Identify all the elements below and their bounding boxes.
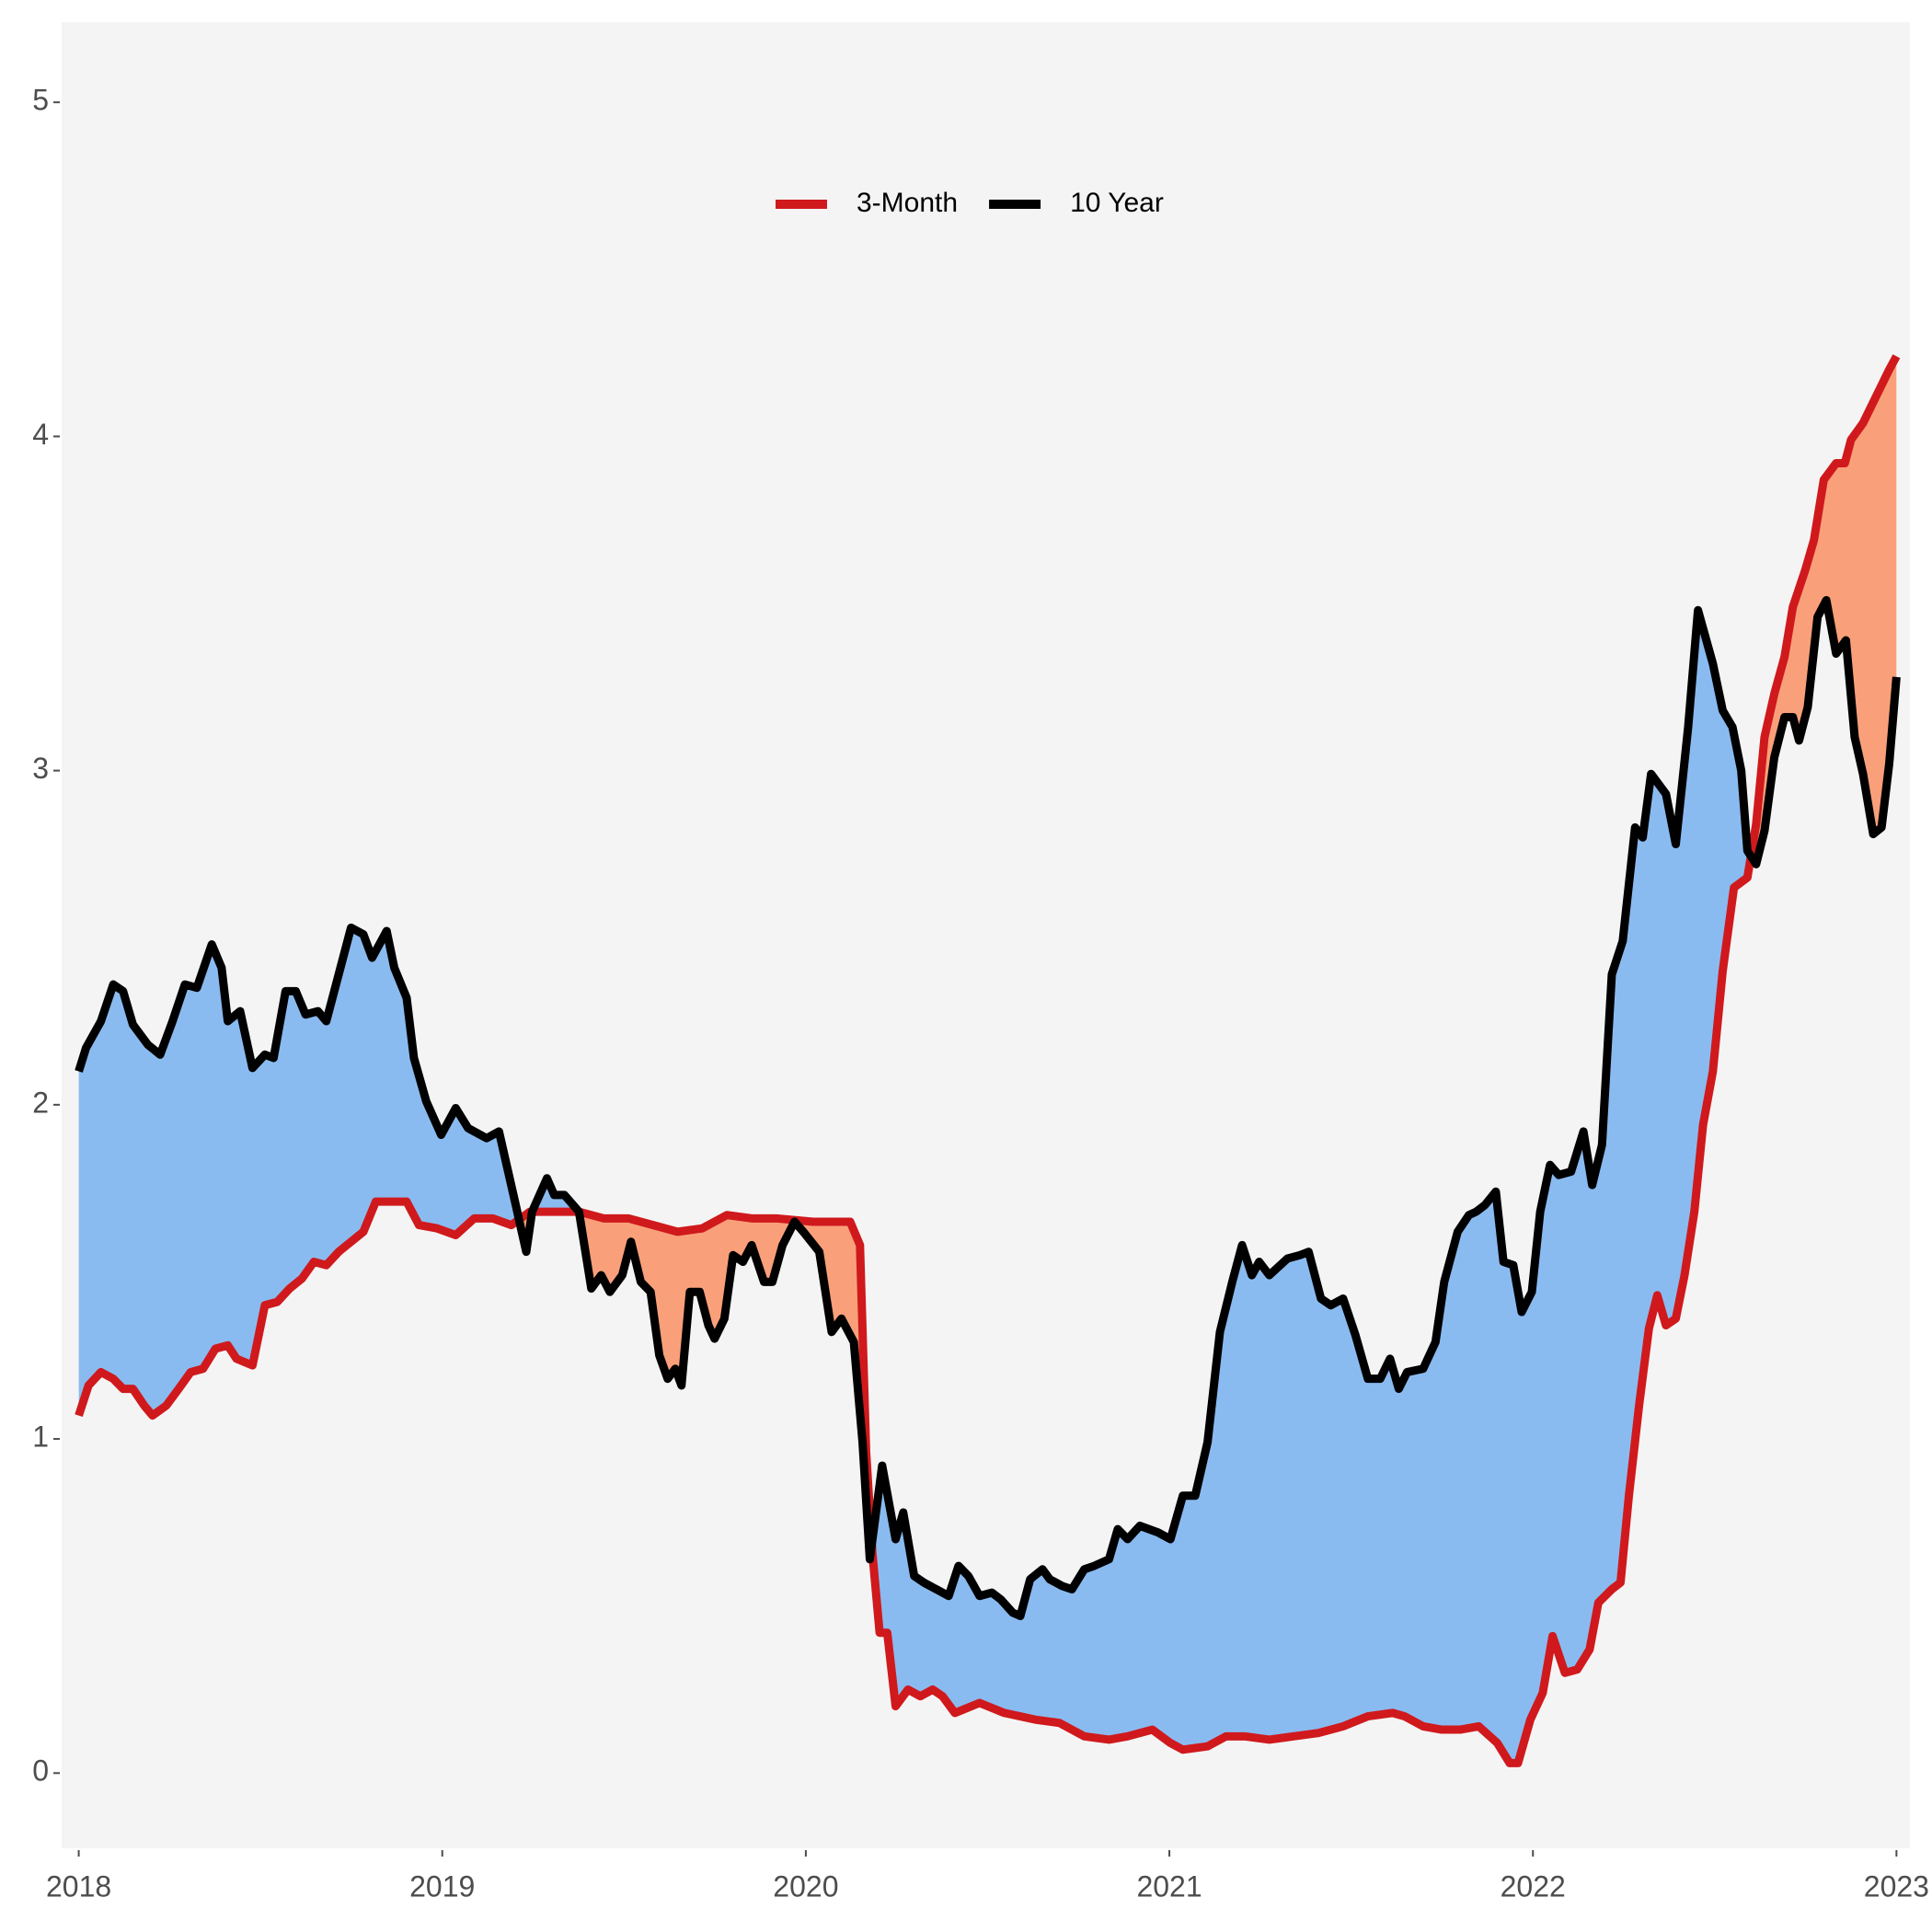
x-tick-label: 2020 <box>773 1869 838 1903</box>
y-tick-label: 1 <box>32 1420 49 1454</box>
x-tick-label: 2023 <box>1864 1869 1929 1903</box>
legend-label: 10 Year <box>1070 188 1164 218</box>
x-tick-label: 2022 <box>1501 1869 1566 1903</box>
y-tick-label: 5 <box>32 84 49 117</box>
series-line <box>75 354 1901 1767</box>
y-tick-label: 2 <box>32 1086 49 1119</box>
y-tick-label: 0 <box>32 1754 49 1788</box>
y-tick-label: 4 <box>32 418 49 451</box>
y-tick-label: 3 <box>32 752 49 785</box>
x-tick-label: 2021 <box>1136 1869 1202 1903</box>
x-tick-label: 2018 <box>46 1869 111 1903</box>
series-line <box>75 595 1901 1621</box>
legend-label: 3-Month <box>857 188 958 218</box>
x-tick-label: 2019 <box>409 1869 475 1903</box>
